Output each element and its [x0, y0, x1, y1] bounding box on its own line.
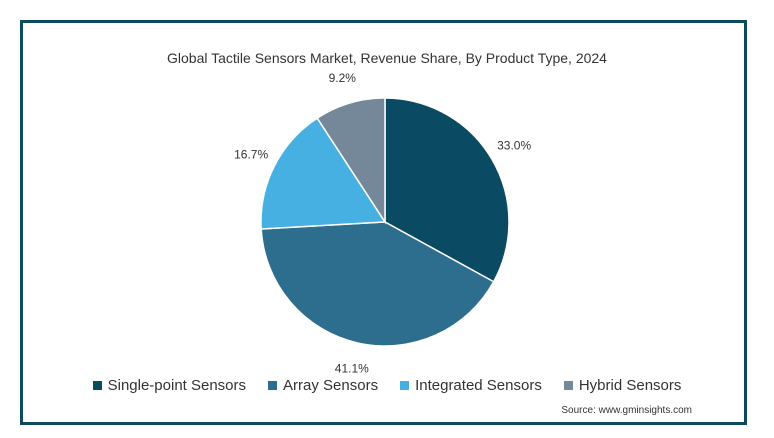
slice-label-integrated: 16.7% — [234, 147, 268, 161]
legend-label-single-point: Single-point Sensors — [107, 377, 247, 394]
slice-label-single-point: 33.0% — [497, 139, 531, 153]
pie-slice-single-point — [384, 97, 510, 283]
legend-item-single-point: Single-point Sensors — [92, 377, 247, 394]
legend-swatch-array — [268, 381, 278, 390]
legend-swatch-single-point — [92, 381, 102, 390]
chart-title: Global Tactile Sensors Market, Revenue S… — [167, 50, 607, 66]
source-note: Source: www.gminsights.com — [561, 405, 692, 416]
legend-item-integrated: Integrated Sensors — [400, 377, 542, 394]
legend-label-integrated: Integrated Sensors — [415, 377, 542, 394]
legend-item-hybrid: Hybrid Sensors — [563, 377, 682, 394]
pie-slice-integrated — [260, 117, 387, 230]
legend-swatch-integrated — [400, 381, 410, 390]
legend-label-hybrid: Hybrid Sensors — [578, 377, 682, 394]
slice-label-array: 41.1% — [335, 361, 369, 375]
legend-label-array: Array Sensors — [283, 377, 379, 394]
pie-slice-hybrid — [316, 97, 386, 225]
legend-item-array: Array Sensors — [268, 377, 378, 394]
legend: Single-point Sensors Array Sensors Integ… — [0, 377, 774, 394]
legend-swatch-hybrid — [563, 381, 573, 390]
pie-slice-array — [260, 221, 495, 347]
slice-label-hybrid: 9.2% — [329, 71, 357, 85]
